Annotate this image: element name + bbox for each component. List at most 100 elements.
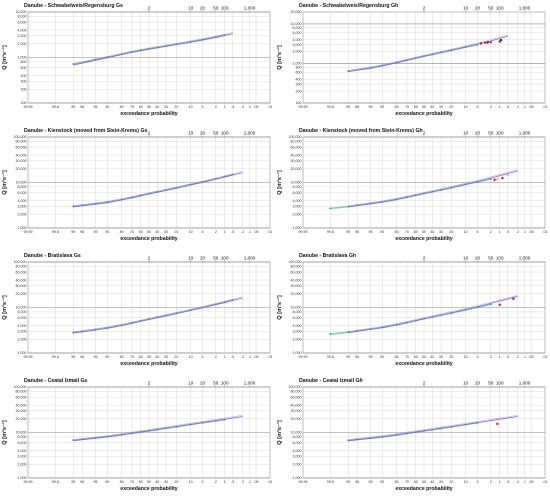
y-tick-label: 4,000: [293, 449, 302, 453]
x-tick-label: .01: [543, 105, 548, 109]
chart-svg: 99.99 99.8 99 98 95 90 80 70 60 50 40 30 20 10 5 2 1 .5 .2…: [1, 3, 273, 117]
x-tick-label: .01: [268, 230, 273, 234]
y-tick-label: 40,000: [16, 278, 27, 282]
x-tick-label: 70: [130, 105, 134, 109]
fit-curve: [73, 416, 243, 442]
x-tick-label: 60: [139, 230, 143, 234]
return-period-label: 2: [423, 381, 426, 386]
extreme-point: [479, 42, 483, 45]
fit-curve-band: [348, 415, 518, 440]
x-tick-label: 99.99: [24, 355, 33, 359]
x-tick-label: 30: [164, 355, 168, 359]
x-tick-label: 60: [414, 355, 418, 359]
x-tick-label: .5: [506, 105, 509, 109]
x-tick-label: 30: [439, 230, 443, 234]
y-tick-label: 2,000: [18, 338, 27, 342]
return-period-label: 1,000: [519, 256, 531, 261]
y-tick-label: 1,000: [293, 351, 302, 355]
x-tick-label: 2: [215, 355, 217, 359]
y-tick-label: 8,000: [18, 185, 27, 189]
x-tick-label: .5: [506, 230, 509, 234]
x-tick-label: 90: [380, 230, 384, 234]
extreme-point: [498, 303, 501, 306]
x-tick-label: 50: [147, 355, 151, 359]
x-tick-label: .05: [529, 105, 534, 109]
return-period-label: 2: [148, 256, 151, 261]
y-tick-label: 80,000: [291, 265, 302, 269]
x-tick-label: 98: [355, 105, 359, 109]
y-tick-label: 60,000: [291, 395, 302, 399]
return-period-label: 20: [475, 381, 481, 386]
x-tick-label: 80: [120, 480, 124, 484]
y-tick-label: 2,000: [293, 338, 302, 342]
x-tick-label: .05: [254, 105, 259, 109]
x-tick-label: 99.8: [327, 355, 334, 359]
x-tick-label: 2: [490, 105, 492, 109]
x-tick-label: 90: [105, 355, 109, 359]
y-tick-label: 3,000: [293, 329, 302, 333]
x-tick-label: 60: [414, 230, 418, 234]
chart-title: Danube - Kienstock (moved from Stein-Kre…: [24, 128, 147, 134]
y-tick-label: 4,000: [293, 324, 302, 328]
chart-panel-8: 99.99 99.8 99 98 95 90 80 70 60 50 40 30 20 10 5 2 1 .5 .2…: [275, 375, 550, 500]
return-period-label: 1,000: [244, 256, 256, 261]
x-tick-label: 5: [477, 355, 479, 359]
x-tick-label: 50: [422, 355, 426, 359]
y-tick-label: 80,000: [16, 390, 27, 394]
return-period-label: 20: [200, 131, 206, 136]
extreme-point: [493, 178, 496, 181]
x-tick-label: 70: [405, 480, 409, 484]
y-tick-label: 20,000: [291, 10, 302, 14]
return-period-label: 50: [213, 256, 219, 261]
return-period-label: 2: [423, 6, 426, 11]
extreme-point: [501, 176, 504, 180]
x-tick-label: 90: [105, 480, 109, 484]
chart-panel-3: 99.99 99.8 99 98 95 90 80 70 60 50 40 30 20 10 5 2 1 .5 .2…: [0, 125, 275, 250]
x-tick-label: .05: [254, 480, 259, 484]
x-tick-label: .1: [523, 230, 526, 234]
x-tick-label: .05: [254, 230, 259, 234]
x-tick-label: 30: [439, 105, 443, 109]
x-tick-label: .5: [231, 105, 234, 109]
y-tick-label: 40,000: [16, 153, 27, 157]
extreme-point: [496, 178, 499, 181]
x-tick-label: 2: [215, 480, 217, 484]
x-tick-label: .01: [268, 105, 273, 109]
y-axis-label: Q [m³s⁻¹]: [1, 420, 8, 445]
y-tick-label: 10,000: [16, 181, 27, 185]
chart-svg: 99.99 99.8 99 98 95 90 80 70 60 50 40 30 20 10 5 2 1 .5 .2…: [1, 253, 273, 367]
x-tick-label: .5: [231, 480, 234, 484]
x-tick-label: 2: [490, 355, 492, 359]
x-tick-label: 95: [368, 230, 372, 234]
x-tick-label: 1: [224, 355, 226, 359]
y-tick-label: 4,000: [18, 28, 27, 32]
y-tick-label: 30,000: [291, 159, 302, 163]
y-tick-label: 30,000: [16, 409, 27, 413]
y-tick-label: 800: [296, 65, 302, 69]
x-tick-label: 80: [395, 230, 399, 234]
x-tick-label: 95: [93, 355, 97, 359]
x-tick-label: 95: [93, 480, 97, 484]
x-tick-label: 99: [71, 230, 75, 234]
return-period-label: 100: [221, 6, 229, 11]
y-tick-label: 10,000: [16, 10, 27, 14]
x-axis-label: exceedance probability: [395, 111, 452, 117]
x-tick-label: 1: [224, 105, 226, 109]
x-tick-label: 5: [202, 105, 204, 109]
x-tick-label: 80: [120, 230, 124, 234]
x-tick-label: 98: [80, 230, 84, 234]
y-tick-label: 10,000: [291, 181, 302, 185]
x-tick-label: 99.8: [52, 105, 59, 109]
chart-svg: 99.99 99.8 99 98 95 90 80 70 60 50 40 30 20 10 5 2 1 .5 .2…: [276, 378, 548, 492]
x-tick-label: 99: [346, 480, 350, 484]
x-tick-label: 10: [464, 355, 468, 359]
x-axis-label: exceedance probability: [395, 236, 452, 242]
x-tick-label: 99: [71, 355, 75, 359]
x-tick-label: 40: [430, 105, 434, 109]
y-tick-label: 8,000: [293, 435, 302, 439]
return-period-label: 20: [200, 256, 206, 261]
x-tick-label: .2: [516, 230, 519, 234]
x-tick-label: .2: [241, 230, 244, 234]
fit-curve: [73, 172, 243, 208]
x-tick-label: 20: [449, 230, 453, 234]
